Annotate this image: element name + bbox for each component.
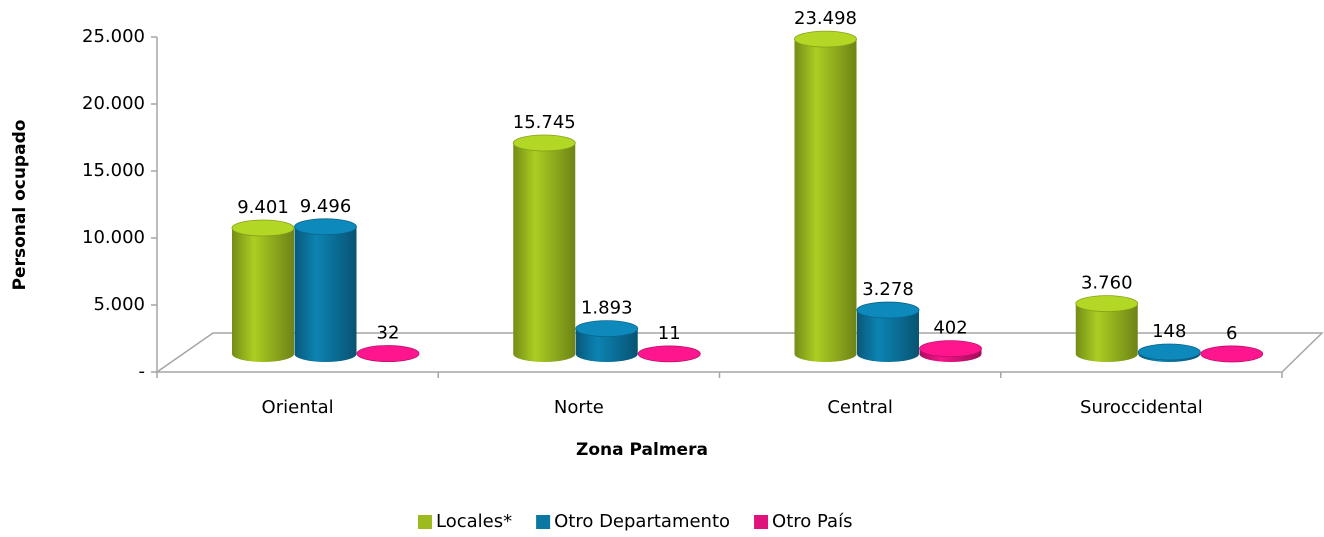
value-label: 15.745 (513, 112, 576, 133)
x-tick-label: Oriental (262, 397, 334, 418)
value-label: 32 (377, 323, 400, 344)
bar-top (575, 320, 639, 338)
legend-label: Locales* (436, 511, 512, 532)
bar-top (856, 301, 920, 319)
bar (575, 328, 638, 362)
y-tick-label: 10.000 (82, 227, 145, 248)
x-axis-title: Zona Palmera (576, 440, 708, 460)
bar (294, 226, 357, 362)
y-tick-label: - (139, 361, 146, 382)
x-tick-label: Norte (554, 397, 604, 418)
bar (232, 228, 294, 362)
legend-swatch (536, 515, 551, 529)
bar-top (919, 340, 982, 358)
value-label: 148 (1152, 321, 1186, 342)
bar-top (294, 218, 357, 236)
y-axis-title: Personal ocupado (10, 120, 30, 291)
bar (794, 39, 857, 362)
bar-top (794, 30, 857, 48)
value-label: 402 (933, 318, 967, 339)
x-tick-label: Suroccidental (1080, 397, 1203, 418)
bar-top (512, 134, 576, 152)
bar-top (637, 345, 701, 363)
bar-top (356, 345, 420, 362)
bar (1075, 303, 1138, 362)
bar (513, 143, 576, 362)
y-tick-label: 15.000 (82, 160, 145, 181)
value-label: 11 (658, 323, 681, 344)
bar-top (1200, 345, 1264, 363)
bar-top (1137, 343, 1201, 361)
x-tick-label: Central (827, 397, 893, 418)
bar-top (1075, 295, 1139, 313)
legend-swatch (754, 515, 769, 529)
value-label: 6 (1226, 323, 1237, 344)
floor (154, 332, 1324, 373)
value-label: 9.496 (300, 196, 352, 217)
y-tick-label: 5.000 (93, 294, 145, 315)
value-label: 23.498 (794, 8, 857, 29)
value-label: 3.760 (1081, 273, 1133, 294)
bar-top (231, 219, 295, 237)
y-tick-label: 25.000 (82, 26, 145, 47)
legend-label: Otro Departamento (554, 511, 730, 532)
value-label: 3.278 (862, 279, 914, 300)
value-label: 9.401 (237, 197, 289, 218)
value-label: 1.893 (581, 298, 633, 319)
legend-swatch (418, 515, 432, 529)
bar (857, 310, 919, 362)
legend-label: Otro País (772, 511, 852, 532)
y-tick-label: 20.000 (82, 93, 145, 114)
